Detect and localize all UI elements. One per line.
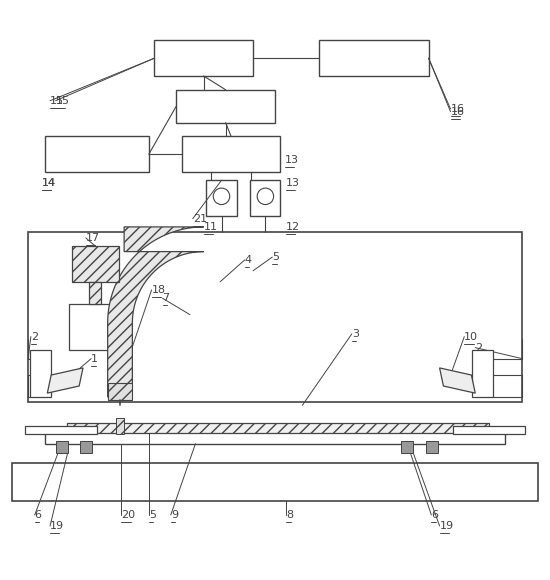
Text: 20: 20 [122, 510, 135, 520]
Text: 13: 13 [285, 155, 299, 165]
Text: 14: 14 [42, 178, 56, 188]
Bar [69, 304, 124, 350]
Polygon shape [439, 368, 475, 393]
Text: 15: 15 [56, 96, 69, 106]
Text: 15: 15 [50, 96, 64, 106]
Text: 14: 14 [42, 178, 56, 188]
Text: 9: 9 [170, 510, 178, 520]
Text: 3: 3 [352, 329, 359, 339]
Text: 6: 6 [431, 510, 438, 520]
Polygon shape [47, 368, 83, 393]
Bar [25, 426, 97, 434]
Text: 17: 17 [86, 233, 100, 243]
Text: 6: 6 [35, 510, 42, 520]
Text: 11: 11 [204, 222, 218, 232]
Text: 2: 2 [475, 343, 482, 353]
Text: 1: 1 [91, 354, 98, 364]
Bar [176, 90, 275, 123]
Bar [72, 246, 119, 282]
Text: 13: 13 [286, 178, 300, 188]
Bar [45, 432, 505, 444]
Bar [401, 441, 413, 453]
Text: 18: 18 [152, 285, 166, 295]
Bar [319, 41, 428, 76]
Text: 7: 7 [163, 293, 169, 303]
Text: 4: 4 [245, 255, 252, 265]
Text: 8: 8 [286, 510, 293, 520]
Text: 21: 21 [192, 213, 207, 224]
Bar [108, 383, 133, 400]
Bar [250, 180, 280, 216]
Bar [206, 180, 236, 216]
Text: 19: 19 [50, 521, 64, 531]
Text: 19: 19 [439, 521, 454, 531]
Bar [80, 441, 92, 453]
Bar [30, 350, 51, 397]
Text: 16: 16 [450, 104, 465, 114]
Bar [116, 418, 124, 434]
Bar [67, 423, 489, 433]
Bar [28, 233, 522, 403]
Text: 5: 5 [149, 510, 156, 520]
Text: 5: 5 [272, 252, 279, 262]
Bar [426, 441, 438, 453]
Text: 16: 16 [450, 107, 465, 117]
Bar [472, 350, 493, 397]
Text: 2: 2 [31, 332, 38, 342]
Polygon shape [108, 227, 204, 397]
Bar [56, 441, 68, 453]
Bar [182, 136, 280, 172]
Bar [155, 41, 253, 76]
Bar [453, 426, 525, 434]
Text: 12: 12 [286, 222, 300, 232]
Text: 10: 10 [464, 332, 478, 342]
Bar [12, 463, 538, 501]
Bar [45, 136, 149, 172]
Bar [89, 282, 101, 304]
